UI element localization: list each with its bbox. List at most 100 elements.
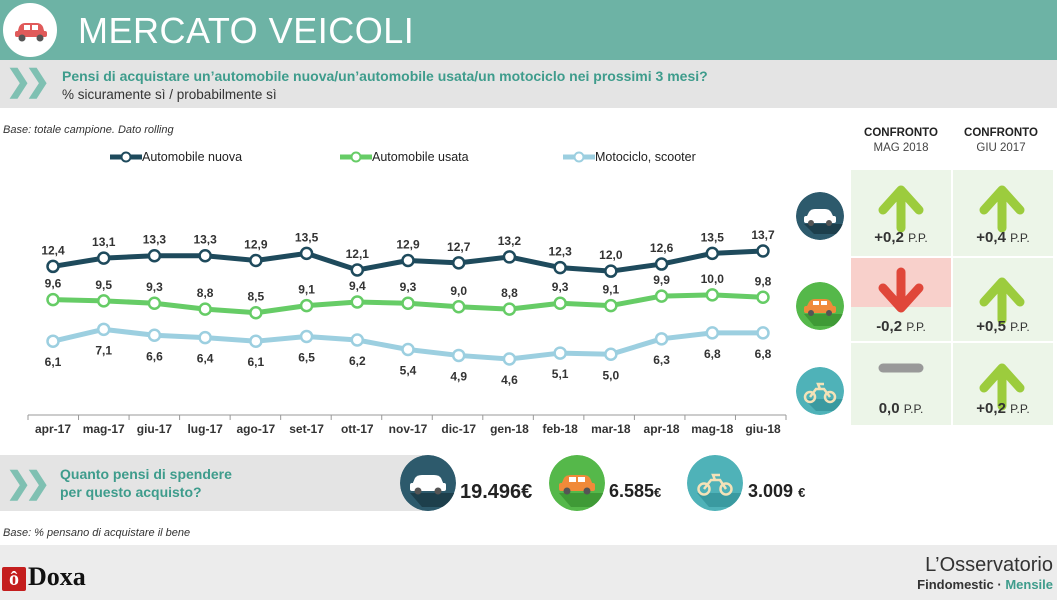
data-point: [198, 330, 212, 345]
motorbike-icon: [687, 455, 743, 511]
x-tick-label: giu-18: [745, 422, 781, 436]
chevron-icon: ❯❯: [6, 467, 50, 500]
data-point: [502, 250, 517, 264]
question-subtitle: % sicuramente sì / probabilmente sì: [62, 87, 277, 102]
data-label: 12,0: [599, 248, 623, 262]
data-label: 5,4: [400, 364, 417, 378]
x-tick-label: apr-17: [35, 422, 71, 436]
car-used-icon: [549, 455, 605, 511]
data-label: 9,3: [400, 280, 417, 294]
data-point: [553, 346, 567, 360]
doxa-logo: ô Doxa: [2, 562, 86, 592]
question-band: [0, 60, 1057, 108]
data-point: [756, 326, 770, 340]
legend-label: Motociclo, scooter: [595, 150, 696, 164]
legend-marker: [573, 151, 585, 163]
data-label: 13,1: [92, 235, 116, 249]
data-point: [249, 305, 263, 320]
data-label: 6,5: [298, 350, 315, 364]
header-bar: [0, 0, 1057, 60]
legend-marker: [120, 151, 132, 163]
x-tick-label: nov-17: [389, 422, 428, 436]
data-label: 6,8: [755, 347, 772, 361]
data-label: 10,0: [701, 272, 725, 286]
mensile-label: Mensile: [1005, 577, 1053, 592]
data-point: [198, 248, 212, 263]
data-point: [654, 257, 669, 271]
data-point: [705, 326, 720, 340]
data-label: 12,7: [447, 240, 471, 254]
data-point: [705, 288, 720, 302]
data-label: 9,3: [552, 280, 569, 294]
data-point: [147, 296, 162, 310]
data-point: [46, 334, 60, 348]
data-label: 9,0: [450, 284, 467, 298]
data-point: [147, 328, 162, 343]
data-point: [147, 248, 162, 263]
doxa-mark-icon: ô: [2, 567, 26, 592]
data-label: 9,3: [146, 280, 163, 294]
spend-amount-new: 19.496€: [460, 481, 533, 503]
findomestic-label: Findomestic: [917, 577, 994, 592]
compare-value: -0,2 P.P.: [876, 318, 926, 335]
data-point: [96, 251, 111, 265]
legend-marker: [350, 151, 362, 163]
data-label: 12,9: [396, 237, 420, 251]
data-point: [350, 295, 365, 309]
data-label: 6,6: [146, 349, 163, 363]
data-point: [299, 298, 314, 313]
data-label: 7,1: [95, 343, 112, 357]
data-label: 9,5: [95, 278, 112, 292]
data-point: [604, 298, 618, 313]
data-label: 9,4: [349, 279, 366, 293]
data-point: [604, 347, 618, 362]
compare-header-giu: CONFRONTO GIU 2017: [951, 126, 1051, 156]
x-tick-label: dic-17: [441, 422, 476, 436]
x-tick-label: apr-18: [644, 422, 680, 436]
arrow-up-icon: [979, 185, 1025, 233]
base-note-bottom: Base: % pensano di acquistare il bene: [3, 527, 191, 539]
x-tick-label: ago-17: [237, 422, 276, 436]
data-point: [299, 329, 314, 344]
data-label: 9,1: [603, 283, 620, 297]
separator-dot: ·: [997, 577, 1002, 592]
data-label: 13,5: [295, 230, 319, 244]
spending-band: [0, 455, 430, 511]
spend-amount-used: 6.585€: [609, 481, 662, 501]
x-tick-label: feb-18: [542, 422, 578, 436]
data-point: [654, 332, 669, 346]
spend-amount-moto: 3.009 €: [748, 481, 806, 501]
car-new-icon: [400, 455, 456, 511]
compare-header-sub: GIU 2017: [976, 142, 1026, 154]
data-point: [401, 342, 415, 357]
legend-label: Automobile nuova: [142, 150, 242, 164]
data-label: 6,2: [349, 354, 366, 368]
data-point: [96, 322, 111, 337]
spending-question-line: per questo acquisto?: [60, 484, 202, 500]
data-point: [756, 244, 770, 258]
compare-value: +0,4 P.P.: [976, 229, 1030, 246]
data-point: [756, 290, 770, 305]
compare-header-sub: MAG 2018: [873, 142, 929, 154]
data-point: [705, 246, 720, 261]
data-label: 5,0: [603, 368, 620, 382]
data-point: [553, 296, 567, 310]
x-tick-label: set-17: [289, 422, 324, 436]
arrow-down-icon: [878, 267, 924, 313]
data-label: 6,1: [45, 355, 62, 369]
data-point: [451, 256, 466, 270]
data-point: [249, 334, 263, 348]
footer-bar: [0, 545, 1057, 600]
data-point: [451, 300, 466, 314]
x-tick-label: lug-17: [187, 422, 223, 436]
data-label: 4,6: [501, 373, 518, 387]
data-point: [604, 264, 618, 278]
comparison-arrows: [851, 170, 1053, 425]
x-tick-label: mag-18: [691, 422, 733, 436]
car-icon: [15, 23, 47, 42]
car-new-icon: [796, 192, 844, 240]
arrow-up-icon: [979, 363, 1025, 411]
data-label: 12,1: [346, 247, 370, 261]
legend-label: Automobile usata: [372, 150, 469, 164]
data-label: 13,3: [143, 233, 167, 247]
